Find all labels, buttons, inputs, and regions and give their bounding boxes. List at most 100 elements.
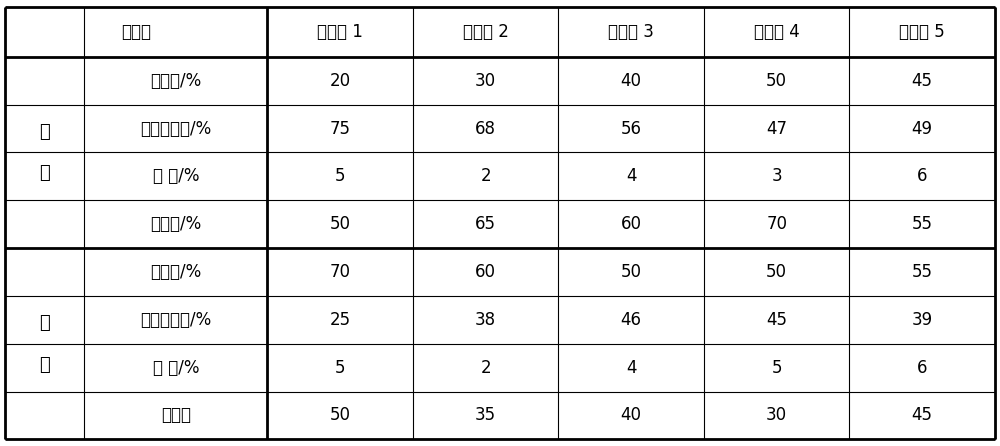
- Text: 40: 40: [621, 72, 642, 90]
- Bar: [84, 200, 267, 248]
- Bar: [849, 105, 995, 153]
- Text: 75: 75: [330, 120, 351, 137]
- Bar: [267, 296, 413, 344]
- Text: 铁尾矿/%: 铁尾矿/%: [150, 72, 201, 90]
- Text: 50: 50: [330, 215, 351, 233]
- Text: 30: 30: [766, 406, 787, 425]
- Text: 70: 70: [766, 215, 787, 233]
- Bar: [849, 200, 995, 248]
- Bar: [704, 296, 849, 344]
- Bar: [267, 344, 413, 392]
- Text: 70: 70: [330, 263, 351, 281]
- Bar: [413, 200, 558, 248]
- Bar: [558, 105, 704, 153]
- Text: 25: 25: [330, 311, 351, 329]
- Bar: [704, 57, 849, 105]
- Bar: [704, 248, 849, 296]
- Bar: [704, 344, 849, 392]
- Bar: [849, 248, 995, 296]
- Text: 55: 55: [912, 263, 933, 281]
- Text: 60: 60: [475, 263, 496, 281]
- Text: 50: 50: [621, 263, 642, 281]
- Text: 45: 45: [912, 406, 933, 425]
- Text: 2: 2: [480, 359, 491, 376]
- Text: 实施例 5: 实施例 5: [899, 23, 945, 41]
- Bar: [267, 57, 413, 105]
- Bar: [558, 7, 704, 57]
- Bar: [84, 392, 267, 439]
- Text: 45: 45: [766, 311, 787, 329]
- Bar: [413, 7, 558, 57]
- Bar: [849, 344, 995, 392]
- Text: 6: 6: [917, 167, 927, 186]
- Text: 40: 40: [621, 406, 642, 425]
- Text: 47: 47: [766, 120, 787, 137]
- Text: 高炉除尘灰/%: 高炉除尘灰/%: [140, 120, 211, 137]
- Text: 实施例 3: 实施例 3: [608, 23, 654, 41]
- Bar: [84, 248, 267, 296]
- Bar: [849, 7, 995, 57]
- Text: 高炉除尘灰/%: 高炉除尘灰/%: [140, 311, 211, 329]
- Bar: [5, 248, 84, 439]
- Text: 50: 50: [330, 406, 351, 425]
- Text: 3: 3: [771, 167, 782, 186]
- Bar: [413, 105, 558, 153]
- Bar: [413, 344, 558, 392]
- Bar: [267, 392, 413, 439]
- Text: 49: 49: [912, 120, 933, 137]
- Text: 5: 5: [771, 359, 782, 376]
- Bar: [558, 392, 704, 439]
- Bar: [704, 105, 849, 153]
- Text: 5: 5: [335, 167, 345, 186]
- Bar: [413, 392, 558, 439]
- Bar: [704, 392, 849, 439]
- Bar: [558, 296, 704, 344]
- Bar: [558, 57, 704, 105]
- Text: 68: 68: [475, 120, 496, 137]
- Bar: [84, 344, 267, 392]
- Text: 总质量: 总质量: [161, 406, 191, 425]
- Bar: [849, 296, 995, 344]
- Text: 实施例 4: 实施例 4: [754, 23, 800, 41]
- Bar: [558, 153, 704, 200]
- Text: 4: 4: [626, 167, 636, 186]
- Text: 实施例 2: 实施例 2: [463, 23, 509, 41]
- Text: 实施例 1: 实施例 1: [317, 23, 363, 41]
- Bar: [704, 200, 849, 248]
- Text: 35: 35: [475, 406, 496, 425]
- Text: 30: 30: [475, 72, 496, 90]
- Bar: [267, 7, 413, 57]
- Bar: [558, 344, 704, 392]
- Text: 20: 20: [330, 72, 351, 90]
- Bar: [267, 105, 413, 153]
- Bar: [849, 392, 995, 439]
- Text: 外

层: 外 层: [39, 314, 50, 373]
- Bar: [413, 57, 558, 105]
- Text: 实施例: 实施例: [121, 23, 151, 41]
- Text: 65: 65: [475, 215, 496, 233]
- Bar: [413, 248, 558, 296]
- Bar: [84, 153, 267, 200]
- Bar: [267, 248, 413, 296]
- Bar: [413, 296, 558, 344]
- Bar: [5, 7, 267, 57]
- Bar: [5, 57, 84, 248]
- Text: 沥 青/%: 沥 青/%: [153, 359, 199, 376]
- Text: 6: 6: [917, 359, 927, 376]
- Bar: [267, 153, 413, 200]
- Text: 39: 39: [912, 311, 933, 329]
- Text: 45: 45: [912, 72, 933, 90]
- Bar: [704, 153, 849, 200]
- Bar: [704, 7, 849, 57]
- Bar: [558, 248, 704, 296]
- Text: 铁尾矿/%: 铁尾矿/%: [150, 263, 201, 281]
- Text: 56: 56: [621, 120, 642, 137]
- Text: 50: 50: [766, 72, 787, 90]
- Text: 5: 5: [335, 359, 345, 376]
- Text: 总质量/%: 总质量/%: [150, 215, 201, 233]
- Bar: [558, 200, 704, 248]
- Text: 60: 60: [621, 215, 642, 233]
- Bar: [267, 200, 413, 248]
- Text: 38: 38: [475, 311, 496, 329]
- Text: 55: 55: [912, 215, 933, 233]
